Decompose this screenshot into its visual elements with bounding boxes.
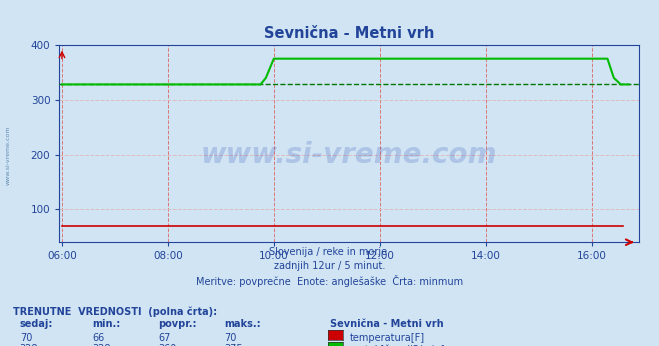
Text: maks.:: maks.: [224, 319, 261, 329]
Text: 70: 70 [224, 333, 237, 343]
Text: 67: 67 [158, 333, 171, 343]
Text: Meritve: povprečne  Enote: anglešaške  Črta: minmum: Meritve: povprečne Enote: anglešaške Črt… [196, 275, 463, 287]
Text: 70: 70 [20, 333, 32, 343]
Text: www.si-vreme.com: www.si-vreme.com [201, 142, 498, 170]
Text: 328: 328 [92, 344, 111, 346]
Text: 328: 328 [20, 344, 38, 346]
Text: sedaj:: sedaj: [20, 319, 53, 329]
Text: 360: 360 [158, 344, 177, 346]
Text: zadnjih 12ur / 5 minut.: zadnjih 12ur / 5 minut. [273, 261, 386, 271]
Text: Sevnična - Metni vrh: Sevnična - Metni vrh [330, 319, 443, 329]
Text: temperatura[F]: temperatura[F] [349, 333, 424, 343]
Text: min.:: min.: [92, 319, 121, 329]
Text: 66: 66 [92, 333, 105, 343]
Text: TRENUTNE  VREDNOSTI  (polna črta):: TRENUTNE VREDNOSTI (polna črta): [13, 306, 217, 317]
Text: Slovenija / reke in morje.: Slovenija / reke in morje. [269, 247, 390, 257]
Text: pretok[čevelj3/min]: pretok[čevelj3/min] [349, 344, 445, 346]
Text: 375: 375 [224, 344, 243, 346]
Text: povpr.:: povpr.: [158, 319, 196, 329]
Text: www.si-vreme.com: www.si-vreme.com [6, 126, 11, 185]
Title: Sevnična - Metni vrh: Sevnična - Metni vrh [264, 26, 434, 41]
